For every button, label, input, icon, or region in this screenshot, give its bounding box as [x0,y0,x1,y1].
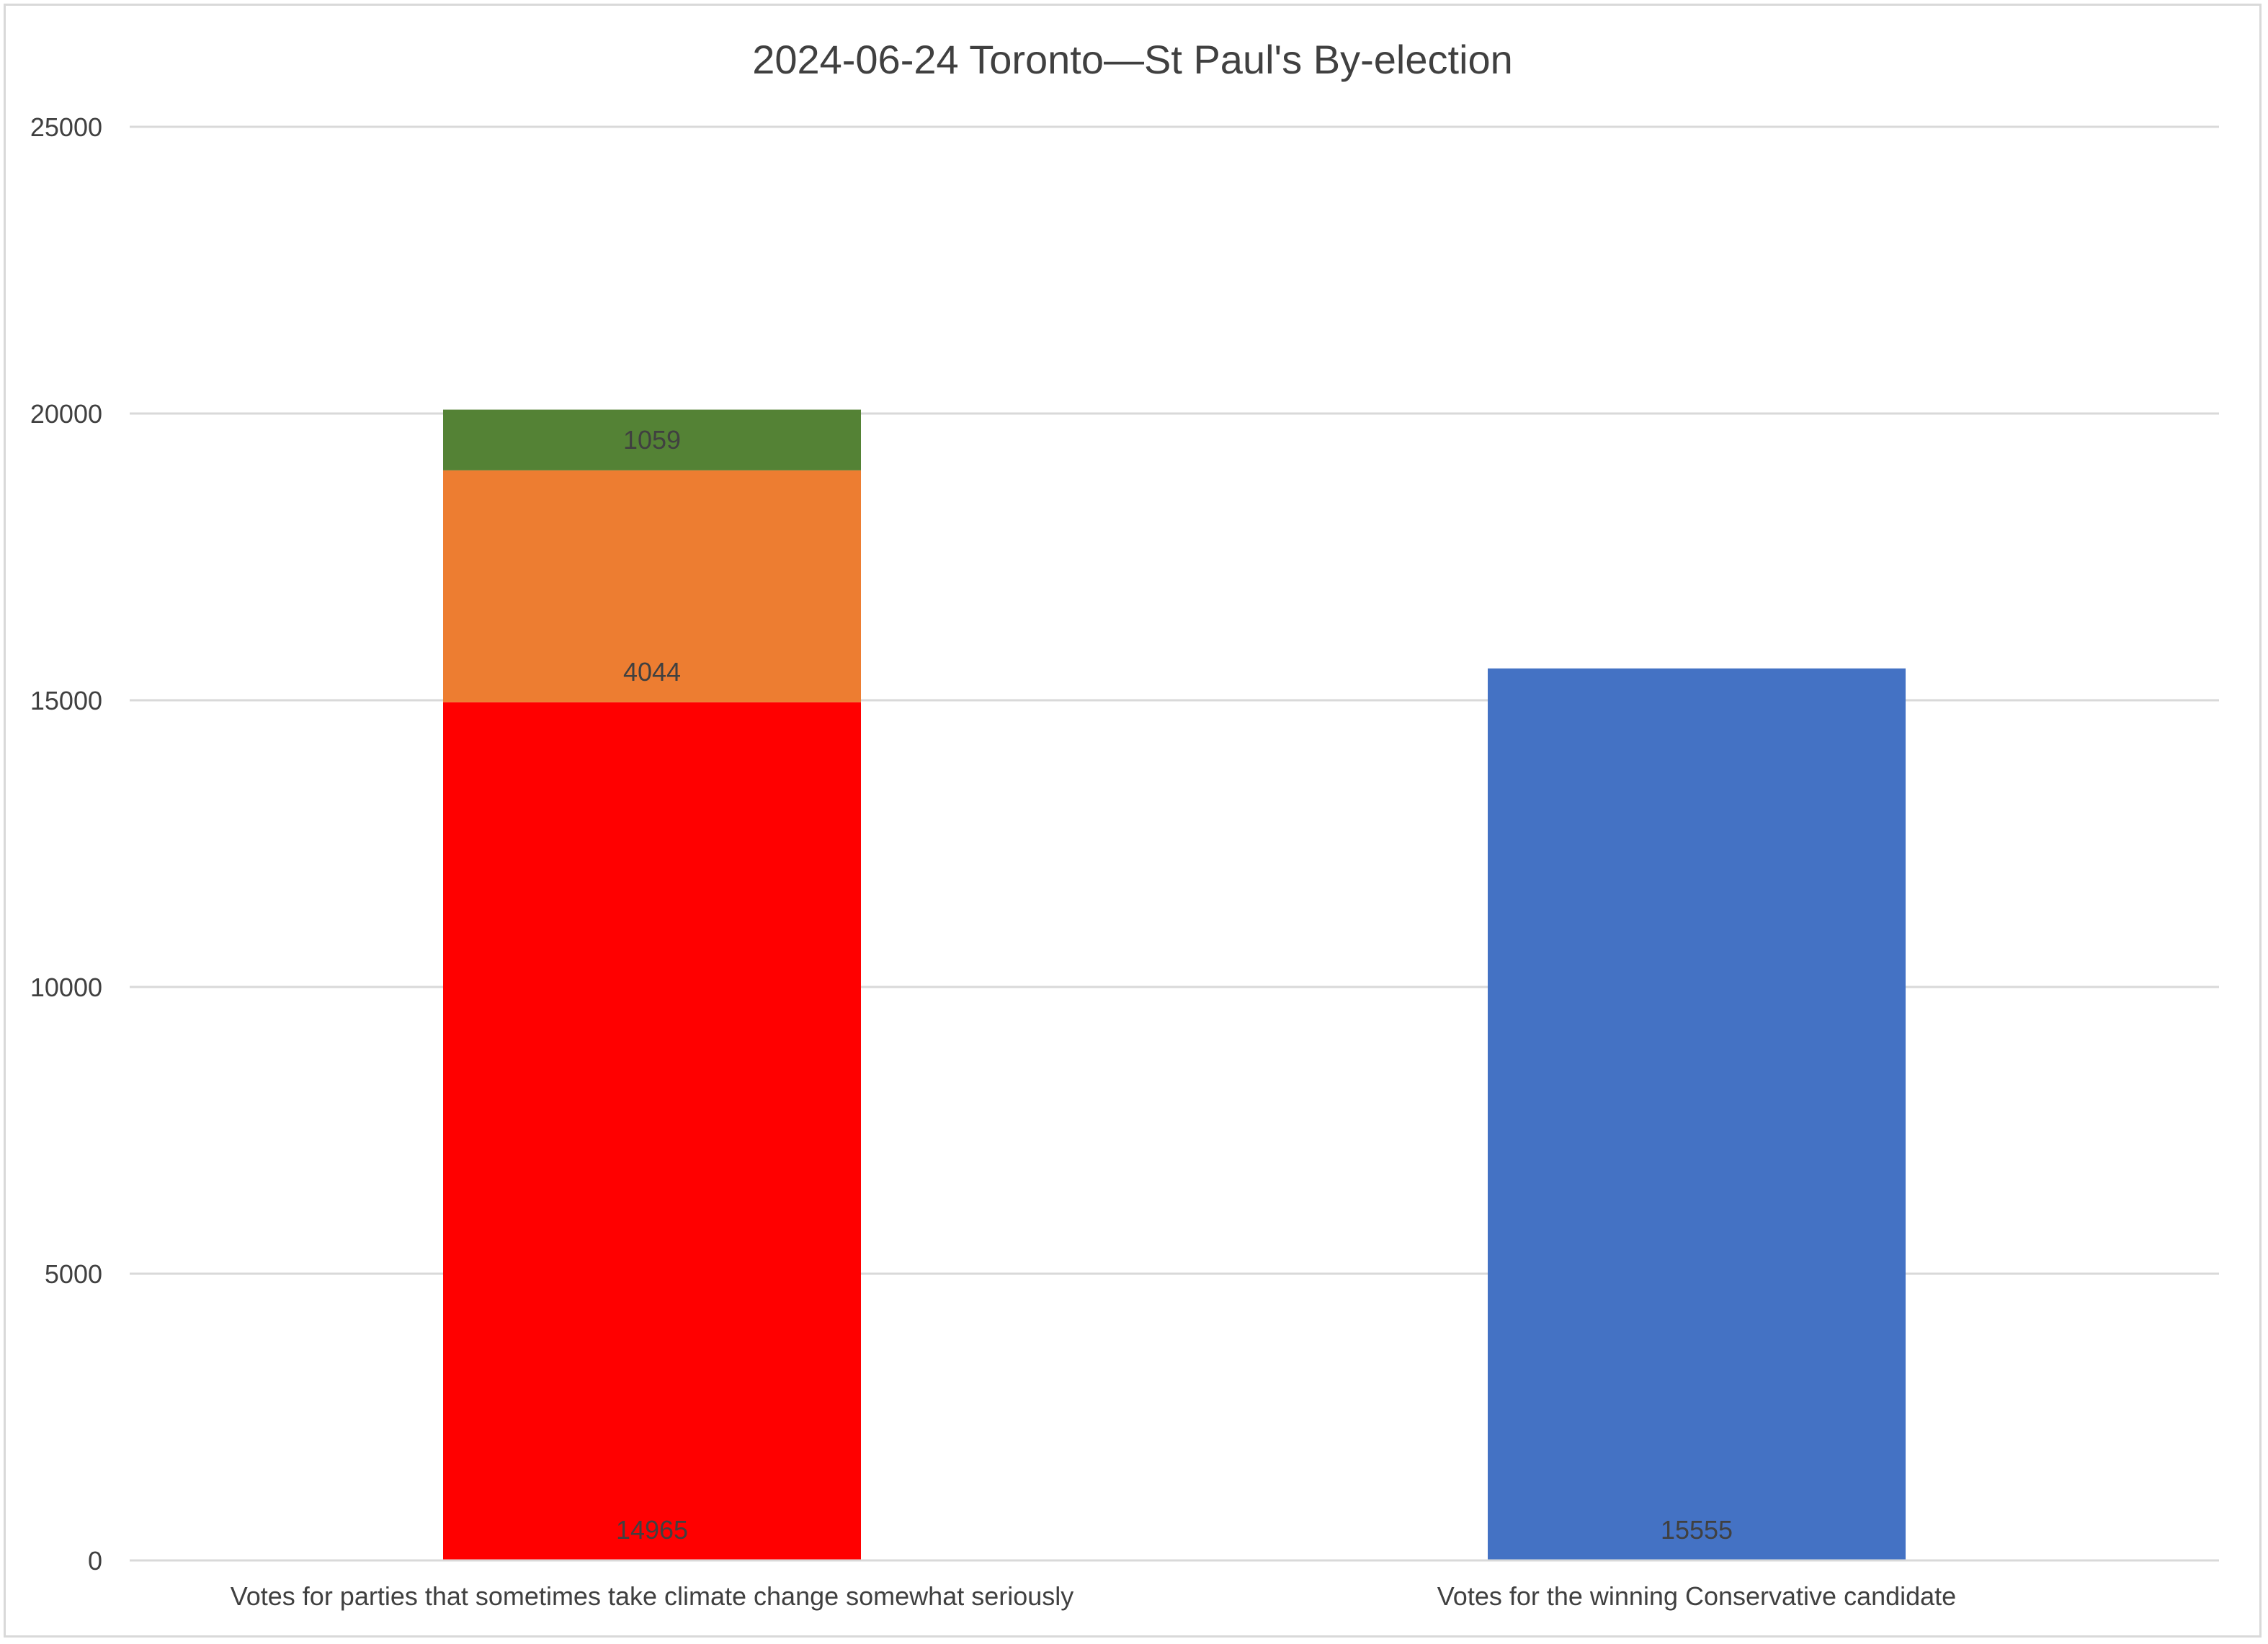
chart-title: 2024-06-24 Toronto—St Paul's By-election [752,37,1513,82]
data-labels: 14965 4044 1059 15555 [616,425,1733,1545]
y-tick-label: 10000 [30,973,102,1002]
chart-frame: 2024-06-24 Toronto—St Paul's By-election… [4,4,2262,1638]
y-axis-tick-labels: 0 5000 10000 15000 20000 25000 [30,112,102,1576]
y-tick-label: 20000 [30,399,102,429]
bar-segment [443,409,861,470]
bars [443,409,1906,1560]
data-label: 14965 [616,1515,688,1545]
data-label: 4044 [623,657,681,687]
bar-segment [1488,668,1906,1560]
x-category-label: Votes for parties that sometimes take cl… [231,1581,1074,1611]
data-label: 1059 [623,425,681,455]
bar-segment [443,470,861,702]
x-axis-category-labels: Votes for parties that sometimes take cl… [231,1581,1957,1611]
y-tick-label: 15000 [30,686,102,715]
bar-segment [443,702,861,1560]
y-tick-label: 25000 [30,112,102,142]
x-category-label: Votes for the winning Conservative candi… [1437,1581,1956,1611]
y-tick-label: 0 [88,1546,102,1576]
y-tick-label: 5000 [45,1259,102,1289]
data-label: 15555 [1661,1515,1733,1545]
chart-svg: 2024-06-24 Toronto—St Paul's By-election… [30,37,2219,1611]
